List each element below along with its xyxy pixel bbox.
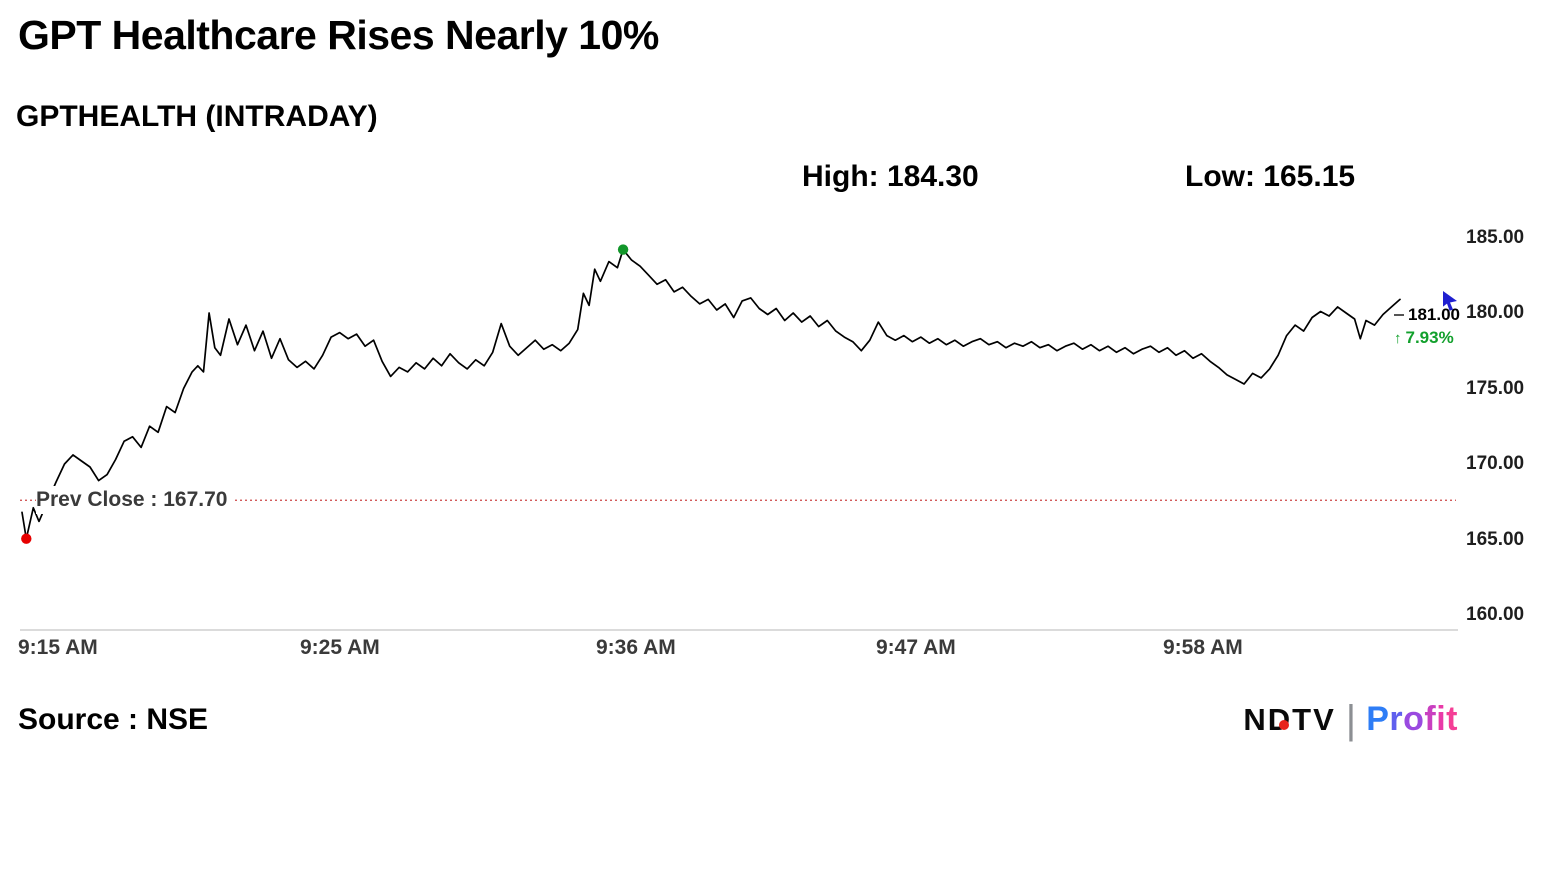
y-axis-label: 180.00 [1466,302,1525,323]
logo-profit-letter: P [1366,700,1390,738]
last-price-row: 181.00 [1394,305,1514,325]
x-axis-label: 9:47 AM [876,636,956,659]
logo-ndtv: NDTV [1243,702,1335,738]
logo-divider: | [1345,697,1357,742]
logo-profit-letter: o [1403,700,1425,738]
ndtv-profit-logo: NDTV | Profit [1243,697,1458,742]
cursor-icon [1441,290,1461,317]
logo-profit-letter: f [1424,700,1437,738]
logo-profit-letter: t [1446,700,1458,738]
y-axis-label: 170.00 [1466,453,1525,474]
logo-profit-letter: r [1389,700,1404,738]
y-axis-label: 185.00 [1466,227,1525,248]
logo-profit-letter: i [1436,700,1447,738]
logo-profit: Profit [1366,700,1458,739]
change-percent: 7.93% [1405,328,1454,348]
x-axis-label: 9:25 AM [300,636,380,659]
last-price-value: 181.00 [1408,305,1460,325]
change-row: ↑ 7.93% [1394,328,1514,348]
high-marker [617,244,629,255]
low-marker [21,533,32,544]
up-arrow-icon: ↑ [1394,329,1402,347]
page-title: GPT Healthcare Rises Nearly 10% [18,12,659,58]
source-label: Source : NSE [18,703,209,736]
x-axis-label: 9:58 AM [1163,636,1243,659]
y-axis-label: 175.00 [1466,378,1525,399]
high-value: High: 184.30 [802,160,979,193]
x-axis-label: 9:36 AM [596,636,676,659]
price-tick-dash [1394,314,1404,317]
last-price-annotation: 181.00 ↑ 7.93% [1394,305,1514,348]
y-axis-label: 160.00 [1466,604,1525,625]
logo-ndtv-text: NDTV [1243,701,1336,737]
x-axis-label: 9:15 AM [18,636,98,659]
chart-subtitle: GPTHEALTH (INTRADAY) [16,100,378,133]
ndtv-red-dot-icon [1279,719,1290,730]
low-value: Low: 165.15 [1185,160,1356,193]
y-axis-label: 165.00 [1466,529,1525,550]
prev-close-label: Prev Close : 167.70 [36,486,236,515]
price-line [21,248,1401,540]
